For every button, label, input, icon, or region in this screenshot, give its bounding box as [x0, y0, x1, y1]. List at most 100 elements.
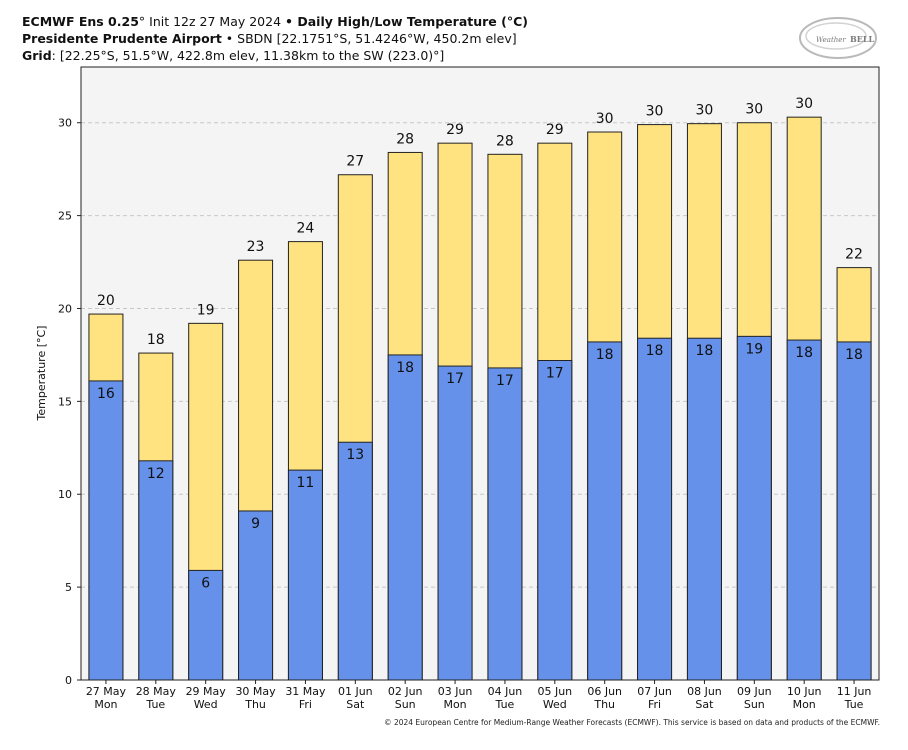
high-label-12: 30 — [696, 103, 714, 119]
low-bar-10 — [587, 341, 623, 681]
y-tick-label-25: 25 — [58, 210, 72, 223]
x-date-label-3: 30 May — [235, 685, 276, 698]
x-weekday-label-14: Mon — [793, 698, 816, 711]
low-label-4: 11 — [297, 475, 315, 491]
y-tick-label-10: 10 — [58, 488, 72, 501]
x-date-label-15: 11 Jun — [837, 685, 872, 698]
x-weekday-label-1: Tue — [145, 698, 165, 711]
high-labels: 20 18 19 23 24 27 28 29 28 29 30 30 30 30 30 22 — [97, 96, 863, 348]
station-details: SBDN [22.1751°S, 51.4246°W, 450.2m elev] — [237, 31, 517, 46]
low-label-14: 18 — [795, 345, 813, 361]
high-label-14: 30 — [795, 96, 813, 112]
low-bar-9 — [537, 359, 573, 681]
product-name: Daily High/Low Temperature (°C) — [293, 14, 528, 29]
x-date-label-8: 04 Jun — [488, 685, 523, 698]
high-label-13: 30 — [745, 102, 763, 118]
x-weekday-label-8: Tue — [495, 698, 515, 711]
y-axis: 0 5 10 15 20 25 30 — [58, 117, 81, 687]
low-bar-7 — [437, 365, 473, 681]
low-bar-11 — [637, 337, 673, 681]
x-weekday-label-2: Wed — [194, 698, 218, 711]
low-label-5: 13 — [346, 447, 364, 463]
x-date-label-5: 01 Jun — [338, 685, 373, 698]
y-tick-label-30: 30 — [58, 117, 72, 130]
x-date-label-14: 10 Jun — [787, 685, 822, 698]
header-line-grid: Grid: [22.25°S, 51.5°W, 422.8m elev, 11.… — [22, 47, 782, 64]
high-label-2: 19 — [197, 302, 215, 318]
low-label-12: 18 — [696, 343, 714, 359]
x-weekday-label-5: Sat — [346, 698, 365, 711]
low-bar-13 — [736, 335, 772, 681]
x-weekday-label-13: Sun — [744, 698, 765, 711]
x-date-label-2: 29 May — [186, 685, 227, 698]
low-label-6: 18 — [396, 360, 414, 376]
low-bar-3 — [238, 510, 274, 681]
station-name: Presidente Prudente Airport — [22, 31, 222, 46]
grid-label: Grid — [22, 48, 52, 63]
low-labels: 16 12 6 9 11 13 18 17 17 17 18 18 18 19 18 18 — [97, 341, 863, 591]
low-bar-6 — [387, 354, 423, 681]
low-bar-1 — [138, 460, 174, 681]
x-weekday-label-10: Thu — [593, 698, 615, 711]
low-label-2: 6 — [201, 575, 210, 591]
high-label-7: 29 — [446, 122, 464, 138]
high-label-8: 28 — [496, 133, 514, 149]
y-tick-label-0: 0 — [65, 674, 72, 687]
header-bullet: • — [285, 14, 294, 29]
low-label-3: 9 — [251, 516, 260, 532]
x-weekday-label-11: Fri — [648, 698, 661, 711]
grid-details: : [22.25°S, 51.5°W, 422.8m elev, 11.38km… — [51, 48, 445, 63]
x-date-label-1: 28 May — [136, 685, 177, 698]
plot-frame — [80, 66, 880, 681]
chart-header: ECMWF Ens 0.25° Init 12z 27 May 2024 • D… — [22, 13, 782, 64]
low-bar-14 — [786, 339, 822, 681]
low-bar-8 — [487, 367, 523, 681]
station-bullet: • — [221, 31, 238, 46]
low-label-0: 16 — [97, 386, 115, 402]
logo-text-bold: BELL — [850, 34, 874, 44]
x-date-label-9: 05 Jun — [537, 685, 572, 698]
x-weekday-label-6: Sun — [395, 698, 416, 711]
y-axis-label: Temperature [°C] — [35, 326, 48, 422]
high-label-10: 30 — [596, 111, 614, 127]
header-line-station: Presidente Prudente Airport • SBDN [22.1… — [22, 30, 782, 47]
high-label-9: 29 — [546, 122, 564, 138]
y-tick-label-20: 20 — [58, 302, 72, 315]
x-date-label-13: 09 Jun — [737, 685, 772, 698]
low-label-1: 12 — [147, 466, 165, 482]
low-label-15: 18 — [845, 347, 863, 363]
low-bar-4 — [287, 469, 323, 681]
x-weekday-label-12: Sat — [695, 698, 714, 711]
low-label-13: 19 — [745, 341, 763, 357]
x-date-label-0: 27 May — [86, 685, 127, 698]
high-label-0: 20 — [97, 293, 115, 309]
low-label-8: 17 — [496, 373, 514, 389]
x-date-label-11: 07 Jun — [637, 685, 672, 698]
x-weekday-label-4: Fri — [299, 698, 312, 711]
x-date-label-10: 06 Jun — [587, 685, 622, 698]
x-weekday-label-3: Thu — [244, 698, 266, 711]
high-label-4: 24 — [297, 221, 315, 237]
low-bar-2 — [188, 569, 224, 681]
high-label-5: 27 — [346, 154, 364, 170]
high-label-6: 28 — [396, 131, 414, 147]
model-degree: ° — [138, 14, 146, 29]
model-name: ECMWF Ens 0.25 — [22, 14, 139, 29]
high-label-3: 23 — [247, 239, 265, 255]
low-label-9: 17 — [546, 365, 564, 381]
high-label-15: 22 — [845, 247, 863, 263]
low-bar-5 — [337, 441, 373, 681]
header-line-model: ECMWF Ens 0.25° Init 12z 27 May 2024 • D… — [22, 13, 782, 30]
x-weekday-label-0: Mon — [94, 698, 117, 711]
high-label-11: 30 — [646, 104, 664, 120]
low-label-11: 18 — [646, 343, 664, 359]
x-date-label-4: 31 May — [285, 685, 326, 698]
y-tick-label-5: 5 — [65, 581, 72, 594]
low-label-10: 18 — [596, 347, 614, 363]
y-tick-label-15: 15 — [58, 395, 72, 408]
logo-text-main: Weather — [816, 36, 846, 44]
low-bar-0 — [88, 380, 124, 681]
low-bar-12 — [686, 337, 722, 681]
